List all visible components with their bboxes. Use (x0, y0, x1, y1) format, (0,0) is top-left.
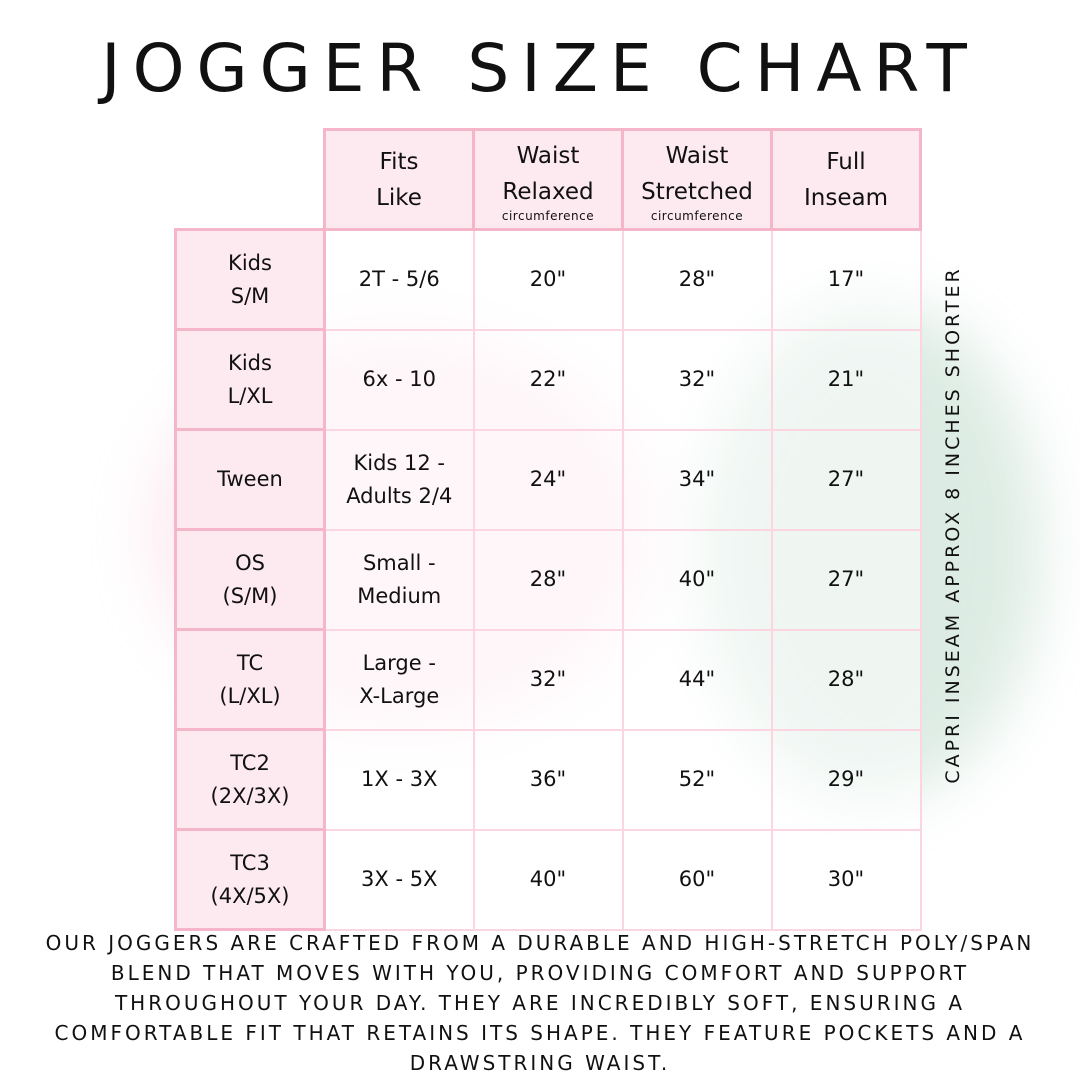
size-label: TC2 (2X/3X) (174, 728, 326, 831)
cell-text: Tween (217, 467, 283, 491)
cell-text: (L/XL) (219, 683, 281, 708)
header-row: Fits Like Waist Relaxed circumference Waist St… (176, 128, 922, 231)
cell-text: TC2 (230, 750, 270, 775)
cell-text: 3X - 5X (361, 867, 438, 891)
relaxed-cell: 36" (472, 728, 624, 831)
fits-like-cell: 3X - 5X (323, 828, 475, 931)
cell-text: Like (376, 184, 422, 211)
inseam-cell: 27" (770, 428, 922, 531)
cell-text: Medium (357, 583, 442, 608)
cell-text: Full (826, 148, 866, 175)
cell-text: Fits (379, 148, 419, 175)
size-label: TC3 (4X/5X) (174, 828, 326, 931)
column-subheader: circumference (501, 208, 595, 223)
fits-like-cell: 1X - 3X (323, 728, 475, 831)
relaxed-cell: 32" (472, 628, 624, 731)
stretched-cell: 52" (621, 728, 773, 831)
cell-text: Waist (665, 142, 729, 169)
cell-text: Kids (228, 250, 272, 275)
cell-text: Waist (516, 142, 580, 169)
cell-text: Large - (362, 650, 436, 675)
page-title: JOGGER SIZE CHART (101, 30, 979, 107)
fits-like-cell: Large - X-Large (323, 628, 475, 731)
fits-like-cell: 6x - 10 (323, 328, 475, 431)
cell-text: L/XL (227, 383, 273, 408)
fits-like-cell: Small - Medium (323, 528, 475, 631)
column-header: Full Inseam (770, 128, 922, 231)
stretched-cell: 60" (621, 828, 773, 931)
capri-note: CAPRI INSEAM APPROX 8 INCHES SHORTER (942, 266, 964, 784)
cell-text: Inseam (804, 184, 888, 211)
cell-text: Kids (228, 350, 272, 375)
stretched-cell: 44" (621, 628, 773, 731)
fits-like-cell: Kids 12 - Adults 2/4 (323, 428, 475, 531)
size-label: Kids L/XL (174, 328, 326, 431)
fits-like-cell: 2T - 5/6 (323, 228, 475, 331)
column-subheader: circumference (650, 208, 744, 223)
cell-text: 2T - 5/6 (358, 267, 440, 292)
product-description: Our joggers are crafted from a durable a… (45, 931, 1035, 1075)
cell-text: Kids 12 - (353, 450, 446, 475)
relaxed-cell: 22" (472, 328, 624, 431)
inseam-cell: 28" (770, 628, 922, 731)
column-header: Waist Relaxed circumference (472, 128, 624, 231)
column-header: Fits Like (323, 128, 475, 231)
cell-text: X-Large (359, 683, 440, 708)
cell-text: Adults 2/4 (346, 483, 453, 508)
cell-text: Small - (362, 550, 436, 575)
inseam-cell: 29" (770, 728, 922, 831)
cell-text: 1X - 3X (361, 767, 438, 791)
relaxed-cell: 20" (472, 228, 624, 331)
table-row: OS (S/M) Small - Medium 28" 40" 27" (174, 528, 922, 631)
size-label: OS (S/M) (174, 528, 326, 631)
table-row: TC (L/XL) Large - X-Large 32" 44" 28" (174, 628, 922, 731)
cell-text: (S/M) (222, 583, 278, 608)
size-label: Kids S/M (174, 228, 326, 331)
relaxed-cell: 24" (472, 428, 624, 531)
size-label: Tween (174, 428, 326, 531)
cell-text: Stretched (641, 178, 753, 205)
corner-cell (176, 130, 325, 230)
table-row: TC3 (4X/5X) 3X - 5X 40" 60" 30" (174, 828, 922, 931)
cell-text: TC3 (230, 850, 270, 875)
inseam-cell: 27" (770, 528, 922, 631)
stretched-cell: 40" (621, 528, 773, 631)
size-label: TC (L/XL) (174, 628, 326, 731)
inseam-cell: 21" (770, 328, 922, 431)
size-chart-table: Fits Like Waist Relaxed circumference Waist St… (174, 128, 922, 931)
inseam-cell: 17" (770, 228, 922, 331)
relaxed-cell: 40" (472, 828, 624, 931)
relaxed-cell: 28" (472, 528, 624, 631)
table-row: Kids L/XL 6x - 10 22" 32" 21" (174, 328, 922, 431)
stretched-cell: 32" (621, 328, 773, 431)
cell-text: 6x - 10 (362, 367, 436, 391)
table-row: Kids S/M 2T - 5/6 20" 28" 17" (174, 228, 922, 331)
table-row: TC2 (2X/3X) 1X - 3X 36" 52" 29" (174, 728, 922, 831)
cell-text: S/M (230, 283, 270, 308)
cell-text: Relaxed (502, 178, 594, 205)
stretched-cell: 34" (621, 428, 773, 531)
cell-text: (2X/3X) (210, 783, 290, 808)
cell-text: (4X/5X) (210, 883, 290, 908)
table-row: Tween Kids 12 - Adults 2/4 24" 34" 27" (174, 428, 922, 531)
cell-text: TC (236, 650, 264, 675)
cell-text: OS (235, 550, 265, 575)
stretched-cell: 28" (621, 228, 773, 331)
inseam-cell: 30" (770, 828, 922, 931)
column-header: Waist Stretched circumference (621, 128, 773, 231)
